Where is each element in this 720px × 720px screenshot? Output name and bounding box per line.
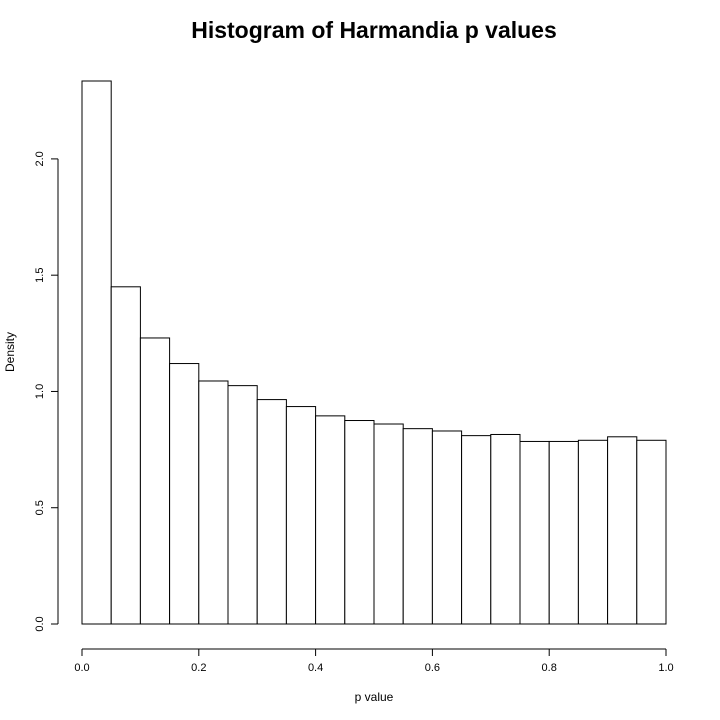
y-axis: 0.0 0.5 1.0 1.5 2.0: [34, 151, 59, 632]
histogram-bar: [169, 363, 200, 625]
y-axis-label: Density: [3, 332, 17, 372]
x-tick-label: 0.4: [308, 662, 323, 674]
histogram-bar: [607, 436, 638, 625]
histogram-bar: [636, 439, 667, 625]
histogram-bar: [461, 435, 492, 625]
y-tick-label: 1.0: [34, 384, 46, 399]
histogram-bar: [110, 286, 141, 625]
histogram-bar: [285, 406, 317, 625]
x-tick-label: 0.8: [542, 662, 557, 674]
histogram-bar: [315, 415, 346, 625]
histogram-bar: [577, 439, 609, 625]
x-tick-label: 1.0: [658, 662, 673, 674]
histogram-bar: [344, 420, 375, 625]
histogram-bar: [139, 337, 171, 625]
x-tick-label: 0.0: [74, 662, 89, 674]
y-tick-label: 0.5: [34, 500, 46, 515]
chart-title: Histogram of Harmandia p values: [191, 17, 557, 43]
histogram-bar: [81, 80, 112, 625]
histogram-bar: [490, 433, 521, 625]
x-axis-label: p value: [355, 690, 394, 704]
histogram-bar: [227, 385, 258, 625]
histogram-bar: [431, 430, 463, 625]
x-tick-label: 0.2: [191, 662, 206, 674]
y-tick-label: 0.0: [34, 616, 46, 631]
x-axis: 0.0 0.2 0.4 0.6 0.8 1.0: [74, 648, 674, 674]
histogram-bar: [256, 399, 287, 625]
histogram-bar: [198, 380, 229, 625]
bars-group: [81, 80, 667, 625]
histogram-bar: [402, 428, 433, 625]
histogram-bar: [548, 440, 579, 625]
histogram-bar: [373, 423, 404, 625]
y-tick-label: 1.5: [34, 268, 46, 283]
y-tick-label: 2.0: [34, 151, 46, 166]
histogram-bar: [519, 440, 550, 625]
x-tick-label: 0.6: [425, 662, 440, 674]
